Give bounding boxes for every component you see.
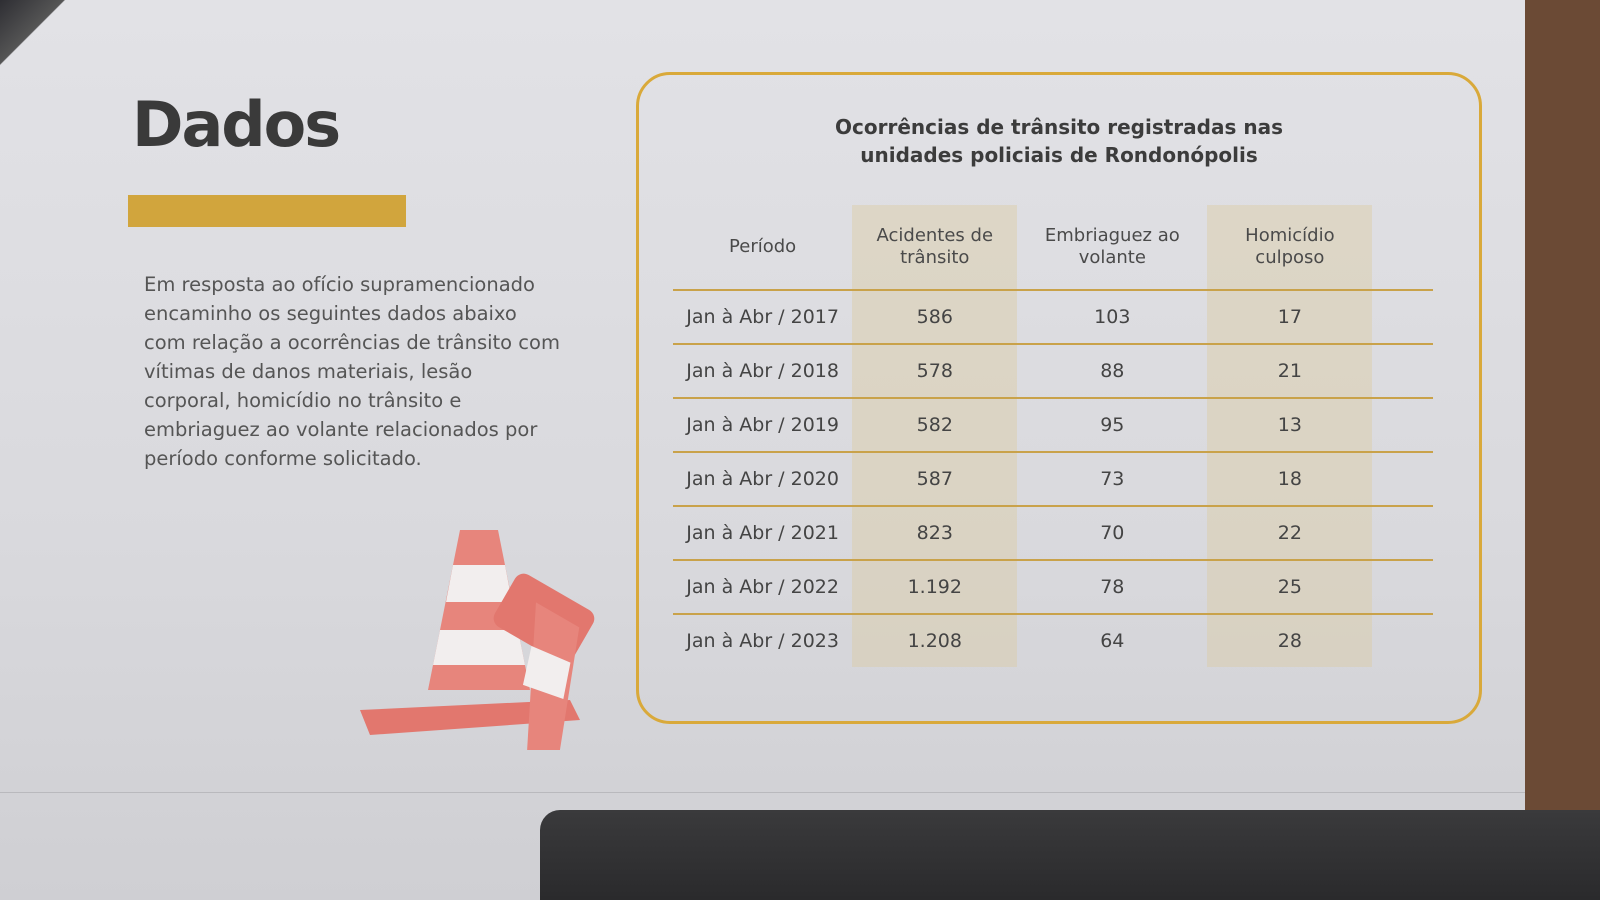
traffic-cones-illustration xyxy=(360,530,595,750)
cell-acidentes: 586 xyxy=(852,289,1018,344)
header-periodo: Período xyxy=(673,205,853,291)
spacer xyxy=(1372,505,1433,560)
cell-periodo: Jan à Abr / 2019 xyxy=(673,397,853,452)
fallen-cone-icon xyxy=(493,573,595,750)
table-row: Jan à Abr / 2020 587 73 18 xyxy=(673,451,1433,506)
cell-embriaguez: 73 xyxy=(1017,451,1208,506)
cell-periodo: Jan à Abr / 2023 xyxy=(673,613,853,667)
cell-embriaguez: 64 xyxy=(1017,613,1208,667)
cell-homicidio: 22 xyxy=(1207,505,1373,560)
cell-acidentes: 587 xyxy=(852,451,1018,506)
cell-periodo: Jan à Abr / 2018 xyxy=(673,343,853,398)
page-corner xyxy=(0,0,70,90)
cell-homicidio: 21 xyxy=(1207,343,1373,398)
cell-periodo: Jan à Abr / 2022 xyxy=(673,559,853,614)
occurrences-table: Período Acidentes de trânsito Embriaguez… xyxy=(673,205,1433,667)
table-title: Ocorrências de trânsito registradas nas … xyxy=(639,113,1479,169)
cell-homicidio: 28 xyxy=(1207,613,1373,667)
spacer xyxy=(1372,205,1433,291)
table-title-line-1: Ocorrências de trânsito registradas nas xyxy=(835,115,1283,139)
spacer xyxy=(1372,613,1433,667)
cell-acidentes: 823 xyxy=(852,505,1018,560)
table-header-row: Período Acidentes de trânsito Embriaguez… xyxy=(673,205,1433,291)
cell-acidentes: 582 xyxy=(852,397,1018,452)
table-row: Jan à Abr / 2019 582 95 13 xyxy=(673,397,1433,452)
table-row: Jan à Abr / 2018 578 88 21 xyxy=(673,343,1433,398)
spacer xyxy=(1372,343,1433,398)
cell-homicidio: 13 xyxy=(1207,397,1373,452)
cell-acidentes: 1.192 xyxy=(852,559,1018,614)
cell-embriaguez: 78 xyxy=(1017,559,1208,614)
shadow xyxy=(540,810,1600,900)
spacer xyxy=(1372,559,1433,614)
table-title-line-2: unidades policiais de Rondonópolis xyxy=(860,143,1258,167)
table-row: Jan à Abr / 2022 1.192 78 25 xyxy=(673,559,1433,614)
header-homicidio: Homicídio culposo xyxy=(1207,205,1373,291)
intro-paragraph: Em resposta ao ofício supramencionado en… xyxy=(144,273,560,470)
cell-periodo: Jan à Abr / 2020 xyxy=(673,451,853,506)
table-row: Jan à Abr / 2017 586 103 17 xyxy=(673,289,1433,344)
table-row: Jan à Abr / 2023 1.208 64 28 xyxy=(673,613,1433,667)
cell-acidentes: 578 xyxy=(852,343,1018,398)
cell-embriaguez: 95 xyxy=(1017,397,1208,452)
cell-embriaguez: 70 xyxy=(1017,505,1208,560)
cell-embriaguez: 103 xyxy=(1017,289,1208,344)
spacer xyxy=(1372,289,1433,344)
data-card: Ocorrências de trânsito registradas nas … xyxy=(636,72,1482,724)
accent-bar xyxy=(128,195,406,227)
cell-homicidio: 18 xyxy=(1207,451,1373,506)
header-acidentes: Acidentes de trânsito xyxy=(852,205,1018,291)
header-embriaguez: Embriaguez ao volante xyxy=(1017,205,1208,291)
cell-periodo: Jan à Abr / 2017 xyxy=(673,289,853,344)
cell-acidentes: 1.208 xyxy=(852,613,1018,667)
cell-homicidio: 25 xyxy=(1207,559,1373,614)
spacer xyxy=(1372,451,1433,506)
standing-cone-icon xyxy=(360,530,580,735)
page-fold-line xyxy=(0,792,1525,793)
cell-periodo: Jan à Abr / 2021 xyxy=(673,505,853,560)
cell-embriaguez: 88 xyxy=(1017,343,1208,398)
spacer xyxy=(1372,397,1433,452)
table-row: Jan à Abr / 2021 823 70 22 xyxy=(673,505,1433,560)
cell-homicidio: 17 xyxy=(1207,289,1373,344)
page-heading: Dados xyxy=(132,88,341,161)
